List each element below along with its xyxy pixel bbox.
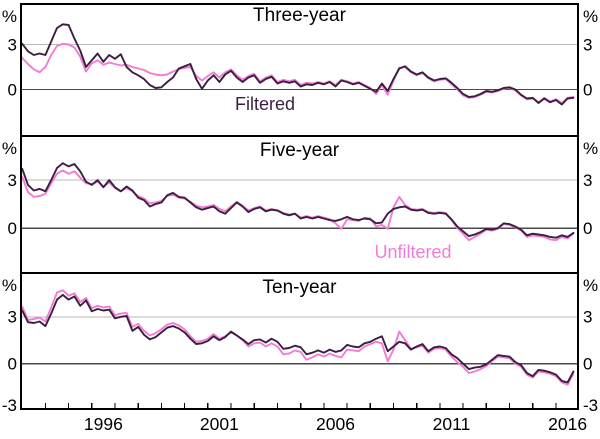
y-axis-label: 0 xyxy=(583,219,592,238)
series-label-filtered: Filtered xyxy=(235,94,295,114)
y-axis-label: 0 xyxy=(8,355,17,374)
y-axis-label: % xyxy=(2,7,17,26)
series-label-unfiltered: Unfiltered xyxy=(374,242,451,262)
panel-title-three-year: Three-year xyxy=(253,5,347,26)
y-axis-label: 3 xyxy=(583,171,592,190)
y-axis-label: -3 xyxy=(583,396,598,415)
y-axis-label: % xyxy=(2,139,17,158)
y-axis-label: % xyxy=(583,139,598,158)
y-axis-label: 3 xyxy=(8,35,17,54)
series-filtered-line xyxy=(21,162,575,239)
series-unfiltered-line xyxy=(21,42,575,104)
series-filtered-line xyxy=(21,293,575,384)
x-axis-label: 2006 xyxy=(316,414,355,434)
series-filtered-line xyxy=(21,23,575,106)
y-axis-label: 3 xyxy=(8,308,17,327)
y-axis-label: 0 xyxy=(8,80,17,99)
panel-title-ten-year: Ten-year xyxy=(263,277,338,298)
y-axis-label: -3 xyxy=(2,396,17,415)
x-axis-label: 2016 xyxy=(548,414,587,434)
y-axis-label: % xyxy=(583,7,598,26)
y-axis-label: 0 xyxy=(583,80,592,99)
y-axis-label: % xyxy=(2,276,17,295)
x-axis-label: 2011 xyxy=(433,414,471,434)
panel-frame xyxy=(20,272,579,410)
y-axis-label: 3 xyxy=(8,171,17,190)
panel-title-five-year: Five-year xyxy=(260,140,340,161)
y-axis-label: 3 xyxy=(583,308,592,327)
series-unfiltered-line xyxy=(21,289,575,386)
x-axis-label: 1996 xyxy=(84,414,123,434)
x-axis-label: 2001 xyxy=(200,414,239,434)
y-axis-label: 3 xyxy=(583,35,592,54)
chart-generated-layer: % % 3 3 0 0% % 3 3 0 0% % 3 3 0 0 -3 -3 1996 2001 2006 2011 20… xyxy=(2,3,598,434)
y-axis-label: 0 xyxy=(583,355,592,374)
y-axis-label: % xyxy=(583,276,598,295)
y-axis-label: 0 xyxy=(8,219,17,238)
